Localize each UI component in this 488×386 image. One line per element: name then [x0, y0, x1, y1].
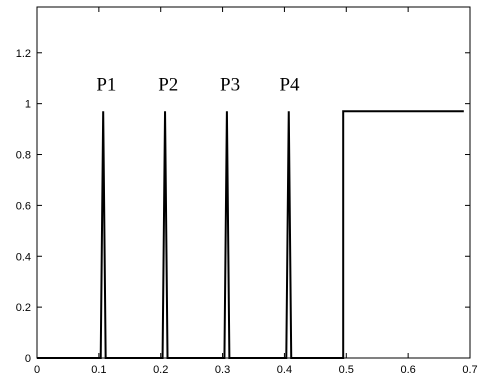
peak-label-p3: P3 [220, 74, 240, 95]
y-tick-label: 0.4 [16, 251, 31, 263]
x-tick-label: 0.1 [91, 364, 106, 376]
y-tick-label: 0.6 [16, 200, 31, 212]
y-tick-label: 1.2 [16, 48, 31, 60]
x-tick-label: 0.5 [339, 364, 354, 376]
y-tick-label: 0.2 [16, 302, 31, 314]
peak-label-p1: P1 [96, 74, 116, 95]
peak-label-p4: P4 [279, 74, 300, 95]
x-tick-label: 0.3 [215, 364, 230, 376]
y-tick-label: 0.8 [16, 150, 31, 162]
annotation-layer: P1 P2 P3 P4 [96, 74, 300, 95]
peak-label-p2: P2 [158, 74, 178, 95]
y-tick-label: 1 [25, 99, 31, 111]
x-tick-label: 0.4 [277, 364, 292, 376]
x-axis-ticks: 0 0.1 0.2 0.3 0.4 0.5 0.6 0.7 [34, 7, 478, 376]
series-line-0 [37, 110, 464, 359]
y-tick-label: 0 [25, 353, 31, 365]
x-tick-label: 0 [34, 364, 40, 376]
x-tick-label: 0.6 [400, 364, 415, 376]
plot-area [36, 6, 471, 359]
x-tick-label: 0.2 [153, 364, 168, 376]
x-tick-label: 0.7 [462, 364, 477, 376]
y-axis-ticks: 0 0.2 0.4 0.6 0.8 1 1.2 [16, 48, 470, 365]
series-layer [37, 110, 464, 359]
